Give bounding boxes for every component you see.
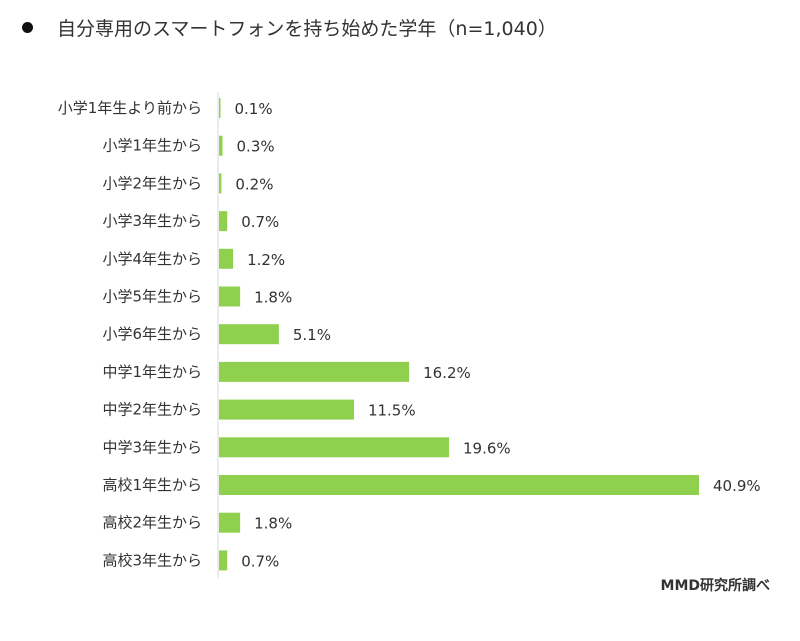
value-label: 40.9% (713, 477, 761, 495)
category-label: 小学4年生から (102, 250, 202, 268)
bar (219, 98, 221, 118)
bar (219, 211, 228, 232)
bar (219, 248, 234, 269)
category-label: 小学2年生から (102, 174, 202, 192)
chart-title-text: 自分専用のスマートフォンを持ち始めた学年（n=1,040） (57, 18, 557, 40)
bar (219, 512, 241, 533)
bar (219, 550, 228, 571)
value-label: 1.8% (254, 515, 292, 533)
bar (219, 324, 279, 345)
source-note: MMD研究所調べ (660, 578, 770, 594)
category-label: 高校2年生から (102, 514, 202, 532)
value-label: 1.2% (247, 251, 285, 269)
category-label: 小学1年生より前から (58, 99, 202, 117)
bullet-icon (22, 22, 33, 33)
value-label: 0.7% (241, 552, 279, 570)
value-label: 11.5% (368, 402, 416, 420)
value-label: 0.3% (237, 138, 275, 156)
value-label: 0.1% (235, 100, 273, 118)
bar (219, 361, 410, 382)
bar (219, 437, 450, 458)
category-label: 高校3年生から (102, 551, 202, 569)
category-label: 小学3年生から (102, 212, 202, 230)
category-label: 中学2年生から (102, 401, 202, 419)
chart-title: 自分専用のスマートフォンを持ち始めた学年（n=1,040） (22, 14, 557, 41)
bar (219, 399, 354, 420)
category-label: 小学5年生から (102, 288, 202, 306)
bar (219, 286, 241, 307)
category-label: 小学1年生から (102, 137, 202, 155)
value-label: 0.7% (241, 213, 279, 231)
bar (219, 135, 223, 156)
category-label: 中学1年生から (102, 363, 202, 381)
bar (219, 475, 699, 495)
value-label: 5.1% (293, 326, 331, 344)
category-label: 小学6年生から (102, 325, 202, 343)
value-label: 1.8% (254, 289, 292, 307)
category-label: 中学3年生から (102, 438, 202, 456)
category-label: 高校1年生から (102, 476, 202, 494)
value-label: 16.2% (423, 364, 471, 382)
value-label: 0.2% (235, 175, 273, 193)
bar (219, 173, 222, 194)
value-label: 19.6% (463, 439, 511, 457)
